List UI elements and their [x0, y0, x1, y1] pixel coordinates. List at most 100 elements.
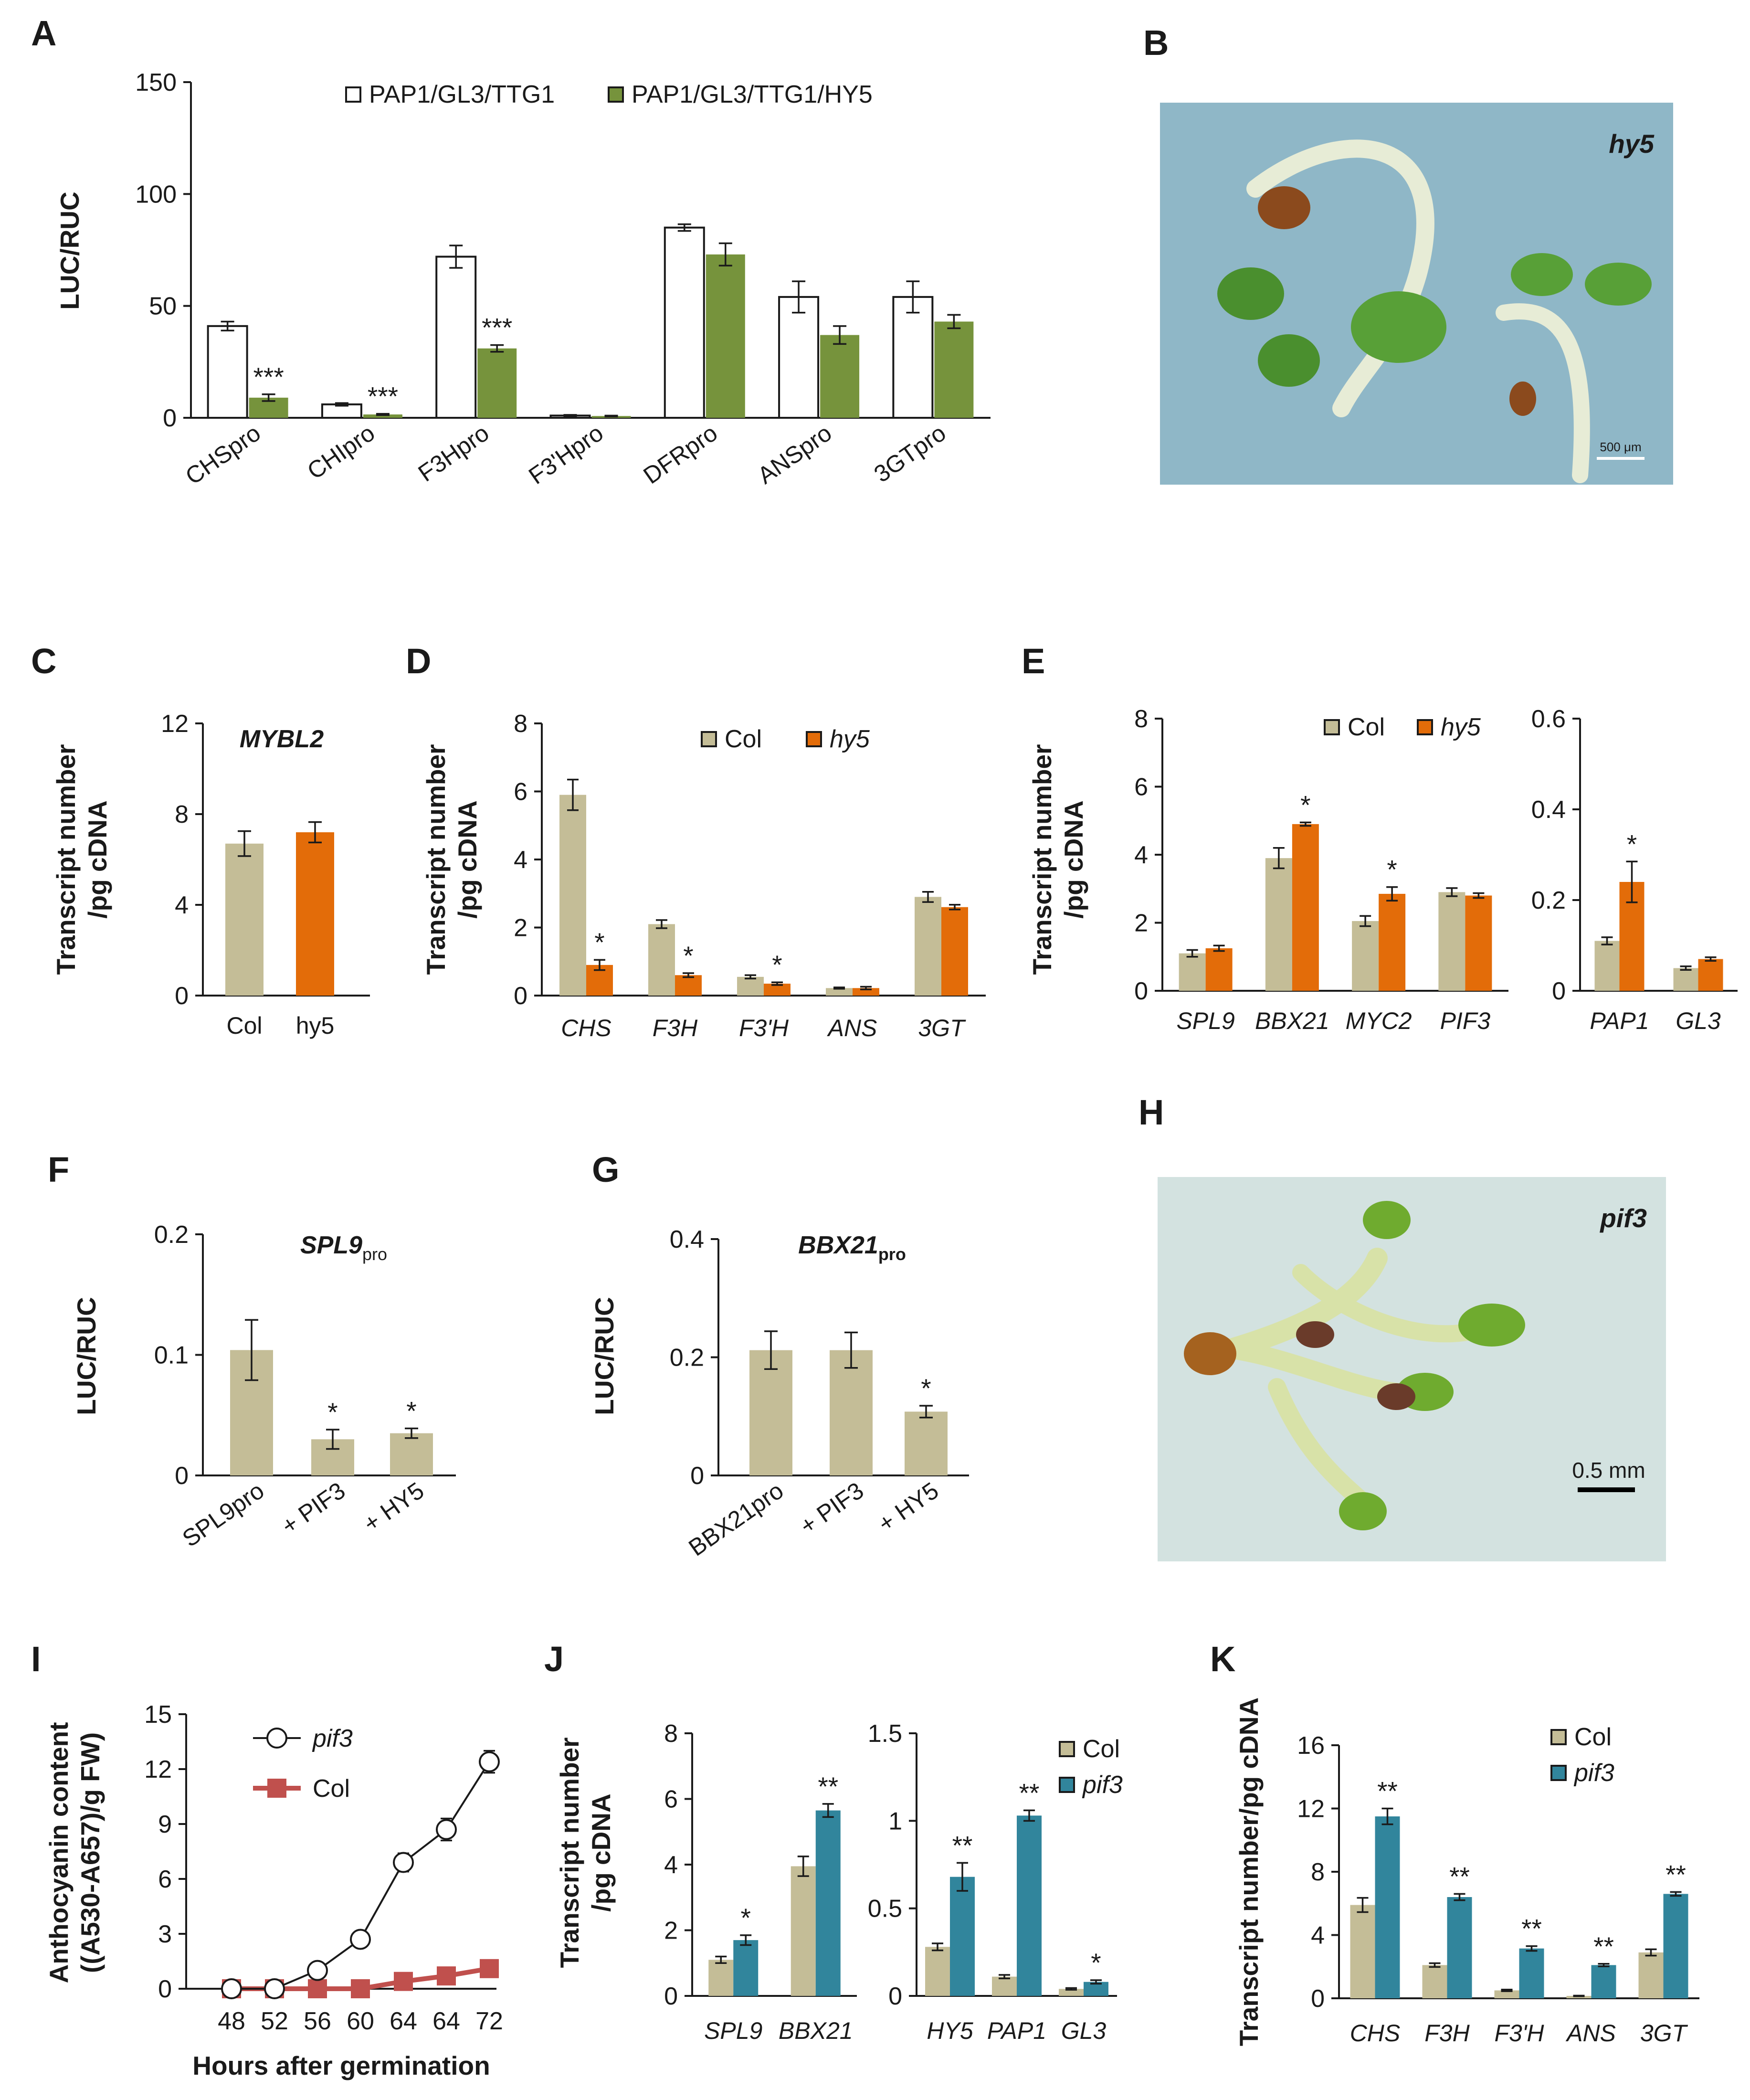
x-tick-label: 52 — [261, 2007, 288, 2035]
data-point-pif3 — [307, 1960, 328, 1981]
y-tick-label: 0 — [888, 1983, 902, 2010]
x-axis-label: Hours after germination — [192, 2051, 490, 2080]
x-tick-label: SPL9pro — [178, 1477, 269, 1552]
y-tick-label: 0.2 — [1531, 887, 1566, 914]
x-tick-label: SPL9 — [704, 2017, 762, 2044]
x-tick-label: 64 — [390, 2007, 417, 2035]
y-axis-label: Transcript number/pg cDNA — [51, 744, 112, 975]
data-point-pif3 — [479, 1751, 500, 1772]
x-tick-label: ANSpro — [753, 419, 837, 489]
bar — [648, 924, 675, 996]
bar — [1375, 1816, 1400, 1998]
seedling-hypocotyl — [1268, 1378, 1372, 1511]
bar — [749, 1350, 792, 1475]
bar — [826, 988, 853, 996]
y-tick-label: 0 — [690, 1462, 704, 1490]
photo-title: pif3 — [1599, 1203, 1647, 1233]
legend-swatch — [806, 731, 822, 747]
chart-title-main: BBX21 — [798, 1231, 878, 1259]
panel-label-C: C — [31, 641, 56, 681]
legend-label: Col — [1348, 713, 1385, 741]
x-tick-label: CHS — [1350, 2020, 1401, 2047]
x-tick-label: + HY5 — [873, 1477, 943, 1537]
y-tick-label: 4 — [1134, 841, 1148, 869]
y-axis-label: Transcript number/pg cDNA — [1234, 1697, 1264, 2046]
x-tick-label: MYC2 — [1346, 1008, 1412, 1034]
y-tick-label: 12 — [144, 1756, 172, 1783]
bar — [225, 843, 264, 996]
y-tick-label: 0.4 — [670, 1226, 704, 1253]
bar — [791, 1866, 816, 1996]
significance-mark: ** — [1666, 1859, 1686, 1889]
chart-title-main: SPL9 — [300, 1231, 362, 1259]
y-tick-label: 0 — [175, 982, 189, 1010]
seed-coat — [1258, 186, 1310, 229]
seed-coat — [1509, 382, 1536, 416]
pigmented-hypocotyl — [1377, 1383, 1415, 1410]
legend-label: pif3 — [1082, 1771, 1123, 1799]
data-point-col — [437, 1966, 456, 1986]
bar — [390, 1433, 433, 1475]
chart-title: MYBL2 — [240, 725, 324, 753]
bar — [1379, 893, 1406, 991]
chart-D: 0 2 4 6 8 Transcript number/pg cDNA * CHS * F3H * F… — [421, 710, 986, 1041]
bar — [1663, 1894, 1688, 1998]
significance-mark: ** — [1449, 1861, 1470, 1891]
legend-swatch — [1550, 1729, 1567, 1745]
y-axis-label: Transcript number/pg cDNA — [421, 744, 482, 975]
y-tick-label: 0.4 — [1531, 796, 1566, 824]
cotyledon — [1511, 253, 1573, 296]
bar — [905, 1411, 948, 1475]
significance-mark: * — [406, 1396, 416, 1426]
panel-label-B: B — [1143, 23, 1169, 63]
x-tick-label: F3H — [653, 1015, 698, 1041]
y-tick-label: 4 — [664, 1851, 678, 1879]
y-tick-label: 15 — [144, 1701, 172, 1729]
y-tick-label: 2 — [664, 1917, 678, 1945]
data-point-pif3 — [350, 1929, 371, 1950]
y-tick-label: 0.6 — [1531, 705, 1566, 733]
y-tick-label: 8 — [1134, 705, 1148, 733]
legend-label: Col — [725, 725, 762, 753]
x-tick-label: HY5 — [927, 2017, 973, 2044]
bar — [830, 1350, 873, 1475]
chart-title: BBX21pro — [798, 1231, 906, 1264]
x-tick-label: 56 — [304, 2007, 331, 2035]
significance-mark: ** — [1377, 1776, 1398, 1806]
bar — [559, 795, 586, 996]
y-tick-label: 4 — [514, 846, 527, 874]
significance-mark: * — [1627, 829, 1637, 859]
y-tick-label: 12 — [1297, 1795, 1325, 1823]
y-axis-label-line: Transcript number/pg cDNA — [1234, 1697, 1264, 2046]
y-tick-label: 4 — [1311, 1922, 1325, 1950]
bar — [1059, 1989, 1084, 1996]
panel-label-E: E — [1022, 641, 1045, 681]
x-tick-label: + PIF3 — [795, 1477, 868, 1539]
y-tick-label: 0 — [158, 1975, 172, 2003]
chart-J: Transcript number/pg cDNA 0 2 4 6 8 * SPL9 ** BBX… — [555, 1720, 1123, 2044]
bar — [737, 976, 764, 996]
y-tick-label: 0.2 — [154, 1221, 189, 1249]
y-tick-label: 8 — [664, 1720, 678, 1748]
y-axis-label: LUC/RUC — [55, 191, 84, 309]
y-tick-label: 0.5 — [868, 1895, 902, 1923]
bar — [1438, 892, 1465, 991]
y-tick-label: 2 — [1134, 910, 1148, 937]
bar — [1350, 1905, 1375, 1998]
y-tick-label: 50 — [149, 293, 177, 320]
bar — [296, 832, 334, 996]
bar — [1179, 953, 1206, 991]
significance-mark: ** — [1521, 1914, 1542, 1943]
data-point-col — [394, 1972, 413, 1991]
bar — [1566, 1996, 1592, 1998]
x-tick-label: F3'H — [739, 1015, 789, 1041]
bar — [708, 1960, 734, 1996]
data-point-col — [351, 1979, 370, 1998]
bar — [992, 1976, 1017, 1996]
legend-label: hy5 — [830, 725, 870, 753]
chart-K: 0 4 8 12 16 Transcript number/pg cDNA ** CHS ** F… — [1234, 1697, 1699, 2047]
bar — [892, 296, 934, 419]
significance-mark: * — [741, 1903, 751, 1932]
x-tick-label: BBX21 — [779, 2017, 853, 2044]
